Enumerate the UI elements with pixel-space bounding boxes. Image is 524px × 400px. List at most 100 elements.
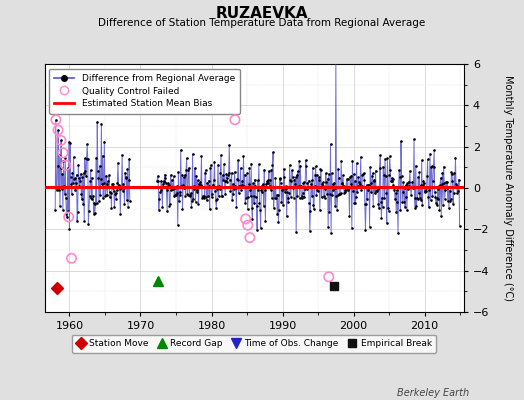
Point [400,184,409,191]
Point [110,204,118,210]
Point [398,199,406,206]
Point [452,180,460,187]
Point [405,178,413,185]
Point [226,177,234,184]
Point [276,175,285,182]
Point [332,192,341,199]
Point [282,213,291,220]
Point [444,184,453,190]
Point [267,187,275,194]
Point [241,172,249,178]
Point [352,160,361,166]
Point [235,183,244,189]
Point [108,181,117,188]
Point [282,183,290,190]
Point [324,274,333,280]
Point [213,196,221,202]
Point [344,176,352,182]
Point [315,207,324,214]
Point [196,179,204,186]
Point [117,184,126,190]
Point [326,191,334,197]
Point [381,156,389,162]
Point [68,170,77,176]
Point [433,202,441,209]
Point [208,194,216,200]
Point [445,205,453,211]
Point [420,180,428,187]
Point [246,187,254,193]
Point [203,180,212,186]
Point [67,181,75,187]
Point [57,164,65,171]
Point [243,170,251,176]
Point [220,161,228,168]
Point [392,208,400,215]
Point [52,117,60,123]
Point [260,187,269,193]
Point [368,173,376,179]
Point [232,204,241,210]
Point [81,155,89,162]
Point [250,200,258,206]
Point [156,189,164,196]
Point [337,181,346,187]
Point [439,202,447,208]
Point [426,151,434,158]
Point [297,183,305,190]
Point [102,172,111,179]
Point [428,163,436,170]
Point [294,168,302,174]
Point [373,184,381,190]
Point [299,190,307,196]
Point [211,188,219,195]
Point [427,197,435,203]
Point [390,187,399,193]
Point [215,186,224,192]
Point [181,193,190,199]
Point [58,171,67,178]
Point [252,194,260,200]
Point [384,204,392,211]
Point [169,186,177,192]
Point [310,183,319,189]
Point [424,204,433,211]
Point [55,152,63,159]
Point [179,182,187,189]
Point [272,192,281,198]
Point [436,175,445,181]
Point [258,189,267,196]
Point [51,206,59,213]
Point [283,189,291,196]
Point [281,189,289,195]
Point [99,194,107,201]
Point [71,175,79,182]
Point [182,155,191,161]
Point [432,200,440,206]
Point [242,184,250,190]
Point [372,188,380,194]
Point [415,169,423,176]
Point [310,206,318,212]
Point [219,177,227,183]
Point [200,194,209,201]
Point [65,226,73,232]
Point [356,181,364,187]
Point [346,174,354,180]
Point [86,178,94,184]
Point [419,177,428,184]
Point [396,174,404,180]
Point [325,209,334,216]
Legend: Station Move, Record Gap, Time of Obs. Change, Empirical Break: Station Move, Record Gap, Time of Obs. C… [72,334,436,352]
Point [266,176,275,183]
Point [204,193,212,200]
Point [125,155,134,162]
Point [435,207,444,213]
Point [309,202,318,209]
Point [340,183,348,189]
Point [263,178,271,184]
Point [403,180,412,186]
Point [348,158,357,164]
Point [228,181,237,187]
Point [441,186,450,193]
